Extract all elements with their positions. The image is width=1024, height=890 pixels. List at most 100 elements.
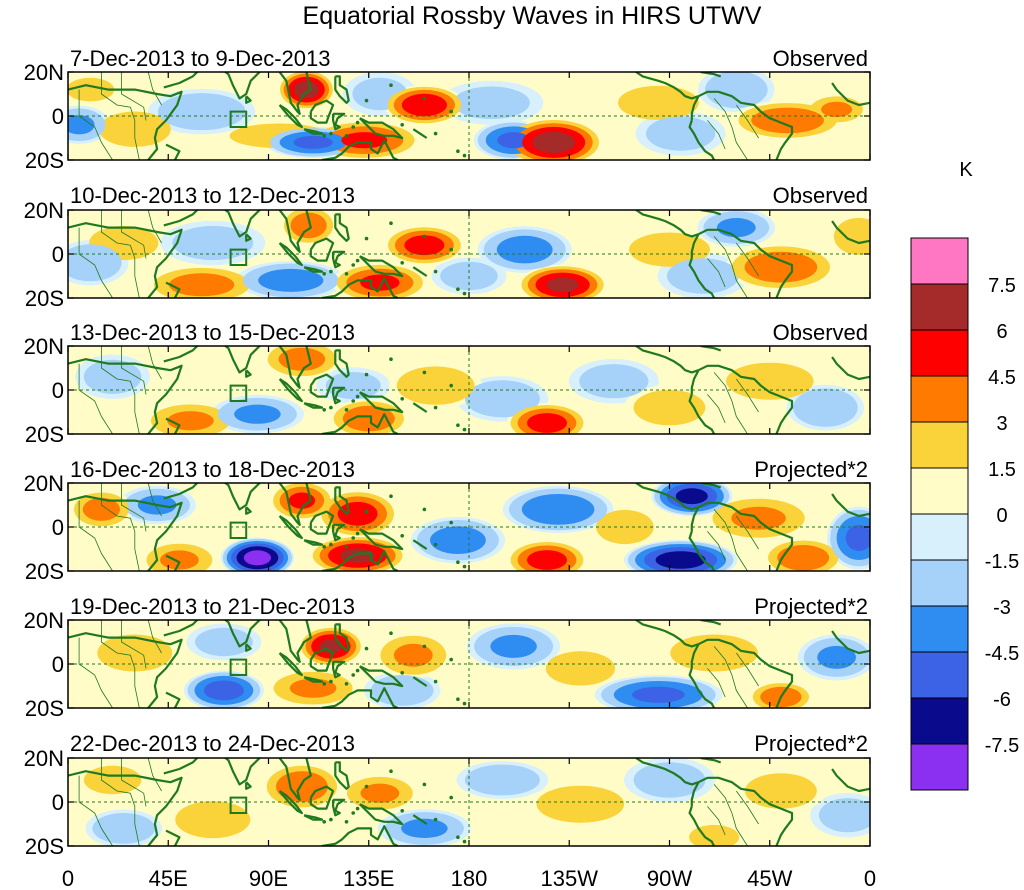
panel-4-coastline-0: [68, 495, 183, 571]
panel-4-anomaly-6-band-2: [521, 494, 595, 525]
colorbar-swatch-8: [910, 605, 969, 653]
panel-3-label: Observed: [773, 320, 868, 345]
panel-1-island-2: [456, 149, 460, 153]
panel-6-ytick-label-2: 20S: [25, 834, 64, 859]
panel-5-coastline-14: [698, 638, 794, 708]
colorbar-swatch-6: [910, 513, 969, 561]
panel-1-island-8: [322, 134, 327, 138]
colorbar-swatch-7: [910, 559, 969, 607]
panel-2-anomaly-15-band-4: [546, 277, 579, 292]
x-axis: 0 45E 90E 135E 180 135W 90W 45W 0: [62, 866, 876, 890]
panel-2-coastline-11: [412, 266, 428, 277]
panel-4-coastline-16: [690, 506, 700, 532]
panel-5-region-box: [229, 658, 248, 676]
panel-1-island-9: [344, 134, 349, 138]
panel-4-anomaly-2-band-2: [731, 506, 786, 530]
panel-1-island-11: [355, 120, 360, 125]
x-tick-label-0: 0: [62, 866, 74, 890]
panel-4-island-8: [322, 545, 327, 549]
panel-4-anomaly-15-band-5: [243, 550, 271, 566]
panel-1-border-0: [78, 89, 113, 160]
panel-3-region-box: [229, 384, 248, 403]
panel-3-anomaly-4-band-1: [726, 362, 814, 400]
panel-6-border-4: [713, 784, 748, 846]
panel-2-region-box: [229, 248, 248, 267]
panel-6-border-3: [147, 758, 162, 792]
panel-1-anomaly-14-band-3: [497, 132, 530, 149]
panel-2-coastline-7: [332, 250, 346, 269]
panel-4-ytick-label-0: 20N: [24, 471, 64, 496]
panel-5-island-3: [462, 701, 467, 706]
panel-5-anomaly-4-band-1: [370, 675, 434, 706]
panel-6-island-5: [389, 769, 393, 773]
panel-3-border-4: [713, 372, 748, 434]
panel-4-coastline-19: [245, 506, 252, 515]
panel-4-anomaly-4-band-2: [430, 526, 486, 554]
panel-1-ytick-label-1: 0: [52, 104, 64, 129]
panel-1-ytick-label-2: 20S: [25, 148, 64, 173]
panel-5-anomaly-1-band-1: [195, 627, 253, 657]
panel-6-coastline-14: [698, 776, 794, 846]
colorbar-swatch-1: [910, 283, 969, 331]
panel-4-island-1: [433, 542, 438, 547]
panel-4-coastline-3: [278, 483, 312, 526]
panel-5-coastline-3: [278, 620, 312, 663]
panel-5-coastline-7: [332, 660, 346, 679]
panel-1-anomaly-15-band-3: [401, 93, 447, 117]
panel-3-anomaly-10-band-2: [278, 347, 326, 371]
panel-4-anomaly-7-band-2: [777, 545, 830, 571]
panel-5-coastline-8: [334, 623, 350, 652]
panel-3-border-5: [735, 378, 759, 413]
panel-3-coastline-10: [321, 413, 399, 434]
panel-4-coastline-18: [165, 554, 181, 571]
panel-2-label: Observed: [773, 183, 868, 208]
panel-2-anomaly-2-band-1: [172, 225, 254, 261]
panel-1-coastline-4: [278, 104, 303, 129]
panel-3-coastline-14: [698, 364, 794, 434]
panel-4-coastline-15: [688, 531, 716, 571]
panel-5-island-10: [329, 679, 333, 684]
panel-1-coastline-0: [68, 84, 183, 160]
panel-6-coastline-1: [163, 758, 198, 775]
panel-1-anomaly-16-band-4: [293, 80, 319, 99]
panel-6-island-12: [351, 811, 356, 815]
panel-1-period: 7-Dec-2013 to 9-Dec-2013: [70, 46, 330, 71]
panel-4-coastline-8: [334, 486, 350, 515]
panel-1-border-3: [147, 72, 162, 106]
panel-6-anomaly-2-band-1: [745, 773, 817, 809]
colorbar-label-3: 3: [996, 413, 1007, 435]
panel-3-coastline-18: [165, 417, 181, 434]
panel-1-anomaly-11-band-2: [751, 107, 824, 134]
panel-5-island-7: [422, 644, 427, 649]
panel-2-island-12: [351, 263, 356, 267]
panel-4-anomaly-11-band-3: [527, 550, 567, 570]
panel-3-anomaly-2-band-1: [83, 359, 142, 394]
panel-4-island-11: [355, 531, 360, 536]
panel-2-coastline-3: [278, 210, 312, 253]
panel-3-island-3: [462, 427, 467, 432]
panel-4-coastline-5: [303, 539, 324, 546]
panel-6-region-box: [229, 796, 248, 814]
panel-1-island-1: [433, 131, 438, 136]
panel-5-coastline-19: [245, 643, 252, 652]
panel-5-coastline-4: [278, 652, 303, 677]
panel-2-island-10: [329, 269, 333, 274]
panel-1-anomaly-7-band-1: [157, 93, 246, 131]
panel-6-border-2: [121, 758, 147, 807]
panel-4-coastline-2: [223, 483, 262, 511]
panel-1-border-4: [713, 98, 748, 160]
panel-2-anomaly-8-band-2: [169, 273, 235, 297]
panel-1-anomaly-0-band-1: [452, 86, 530, 120]
panel-5-island-9: [344, 682, 349, 686]
panel-3-coastline-16: [690, 369, 700, 395]
panel-1-coastline-17: [831, 82, 870, 107]
panel-6-coastline-4: [278, 790, 303, 815]
colorbar-label-6: -1.5: [985, 551, 1019, 573]
panel-2-anomaly-7-band-2: [716, 218, 756, 238]
panel-1-coastline-18: [165, 143, 181, 160]
panel-4-island-6: [449, 520, 454, 525]
panel-4-ytick-label-1: 0: [52, 515, 64, 540]
panel-6-coastline-17: [831, 768, 870, 793]
panel-4-ytick-label-2: 20S: [25, 559, 64, 584]
panel-4-field: [68, 483, 870, 571]
